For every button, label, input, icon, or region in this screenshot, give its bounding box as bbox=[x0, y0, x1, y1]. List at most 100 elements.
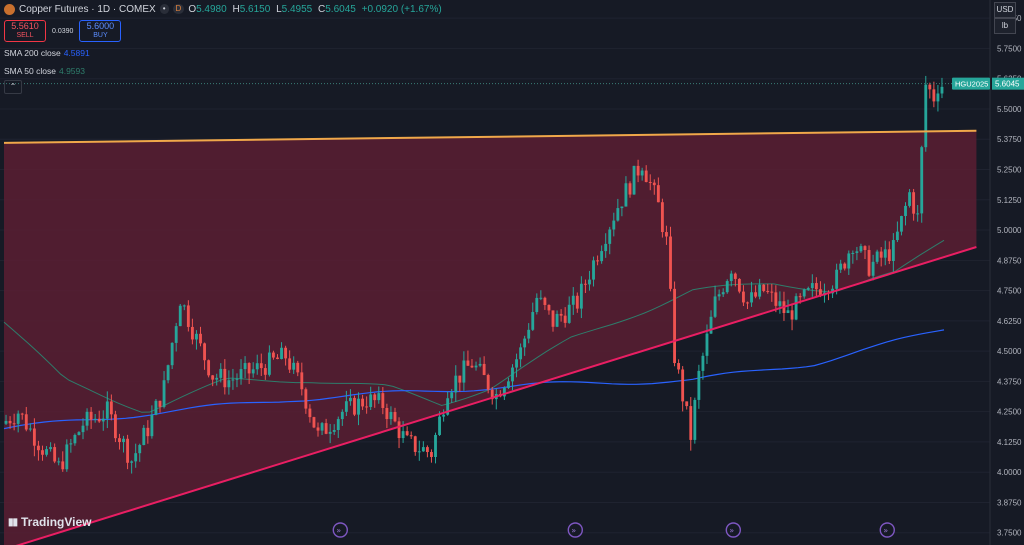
candle bbox=[174, 322, 178, 352]
candle bbox=[162, 371, 166, 409]
support-line bbox=[15, 246, 977, 545]
candle bbox=[539, 290, 543, 301]
candle bbox=[879, 247, 883, 267]
candle bbox=[77, 431, 81, 436]
candle bbox=[413, 435, 417, 456]
event-marker-glyph: » bbox=[336, 526, 341, 535]
candle bbox=[624, 176, 628, 207]
y-tick-label: 5.5000 bbox=[997, 105, 1022, 114]
candle bbox=[328, 423, 332, 444]
candle bbox=[733, 272, 737, 287]
candle bbox=[458, 375, 462, 392]
candle bbox=[579, 276, 583, 319]
candle bbox=[340, 409, 344, 426]
candle bbox=[332, 424, 336, 435]
change-readout: +0.0920 (+1.67%) bbox=[361, 3, 442, 15]
candle bbox=[608, 226, 612, 255]
candle bbox=[288, 350, 292, 373]
sma50-legend[interactable]: SMA 50 close 4.9593 bbox=[4, 66, 85, 76]
buy-button[interactable]: 5.6000 BUY bbox=[79, 20, 122, 42]
currency-button[interactable]: USD bbox=[994, 2, 1016, 18]
candle bbox=[211, 375, 215, 387]
y-tick-label: 4.1250 bbox=[997, 438, 1022, 447]
candle bbox=[916, 204, 920, 222]
candle bbox=[243, 356, 247, 379]
candle bbox=[900, 215, 903, 236]
candle bbox=[118, 433, 121, 450]
candle bbox=[312, 416, 316, 429]
candle bbox=[592, 256, 595, 287]
candle bbox=[308, 404, 312, 423]
candle bbox=[721, 288, 725, 298]
unit-button[interactable]: lb bbox=[994, 18, 1016, 34]
candle bbox=[417, 440, 421, 461]
candle bbox=[644, 165, 648, 183]
candle bbox=[259, 353, 263, 376]
candle bbox=[660, 198, 664, 238]
candle bbox=[227, 370, 231, 395]
y-tick-label: 5.2500 bbox=[997, 166, 1022, 175]
candle bbox=[138, 443, 142, 462]
y-tick-label: 3.7500 bbox=[997, 529, 1022, 538]
candle bbox=[276, 354, 279, 360]
candle bbox=[373, 393, 377, 408]
candle bbox=[636, 159, 640, 183]
candle bbox=[255, 354, 259, 375]
resistance-line bbox=[3, 129, 977, 144]
candle bbox=[677, 359, 681, 374]
candle bbox=[640, 167, 644, 181]
candle bbox=[843, 262, 847, 271]
pattern-zone bbox=[4, 130, 977, 545]
candle bbox=[778, 291, 782, 314]
candle bbox=[478, 357, 482, 368]
candle bbox=[438, 411, 441, 436]
candle bbox=[875, 249, 879, 264]
candle bbox=[393, 407, 397, 423]
candle bbox=[887, 241, 891, 265]
candle bbox=[215, 373, 219, 386]
event-marker-glyph: » bbox=[571, 526, 576, 535]
collapse-indicators-button[interactable]: ⌃ bbox=[4, 80, 22, 94]
candle bbox=[462, 351, 466, 391]
candle bbox=[53, 443, 57, 464]
candle bbox=[105, 391, 109, 429]
candle bbox=[89, 407, 93, 429]
candle bbox=[693, 397, 697, 444]
candle bbox=[908, 189, 911, 208]
candle bbox=[28, 423, 32, 432]
candle bbox=[357, 392, 360, 426]
sell-button[interactable]: 5.5610 SELL bbox=[4, 20, 46, 42]
candle bbox=[725, 279, 729, 294]
y-tick-label: 4.3750 bbox=[997, 377, 1022, 386]
chart-header: Copper Futures · 1D · COMEX • D O5.4980 … bbox=[4, 2, 445, 16]
candle bbox=[883, 240, 887, 266]
candle bbox=[863, 245, 867, 260]
event-marker-icon bbox=[567, 522, 583, 538]
candle bbox=[697, 364, 701, 409]
candle bbox=[57, 457, 61, 466]
y-tick-label: 4.6250 bbox=[997, 317, 1022, 326]
candle bbox=[924, 75, 928, 152]
candle bbox=[551, 310, 555, 332]
candle bbox=[73, 433, 77, 446]
symbol-label: HGU2025 bbox=[955, 80, 988, 89]
candle bbox=[563, 307, 567, 328]
sma200-legend[interactable]: SMA 200 close 4.5891 bbox=[4, 48, 90, 58]
candle bbox=[199, 326, 202, 347]
copper-symbol-icon bbox=[4, 3, 15, 15]
candle bbox=[397, 417, 401, 449]
candle bbox=[588, 270, 591, 291]
candle bbox=[652, 179, 656, 195]
candle bbox=[154, 398, 158, 416]
candle bbox=[794, 293, 798, 321]
event-marker-icon bbox=[879, 522, 895, 538]
symbol-title[interactable]: Copper Futures · 1D · COMEX bbox=[19, 3, 156, 15]
candle bbox=[122, 435, 125, 453]
y-tick-label: 5.3750 bbox=[997, 135, 1022, 144]
candle bbox=[353, 395, 356, 417]
y-tick-label: 5.1250 bbox=[997, 196, 1022, 205]
candle bbox=[835, 263, 839, 295]
candle bbox=[454, 365, 458, 402]
candle bbox=[247, 362, 251, 385]
